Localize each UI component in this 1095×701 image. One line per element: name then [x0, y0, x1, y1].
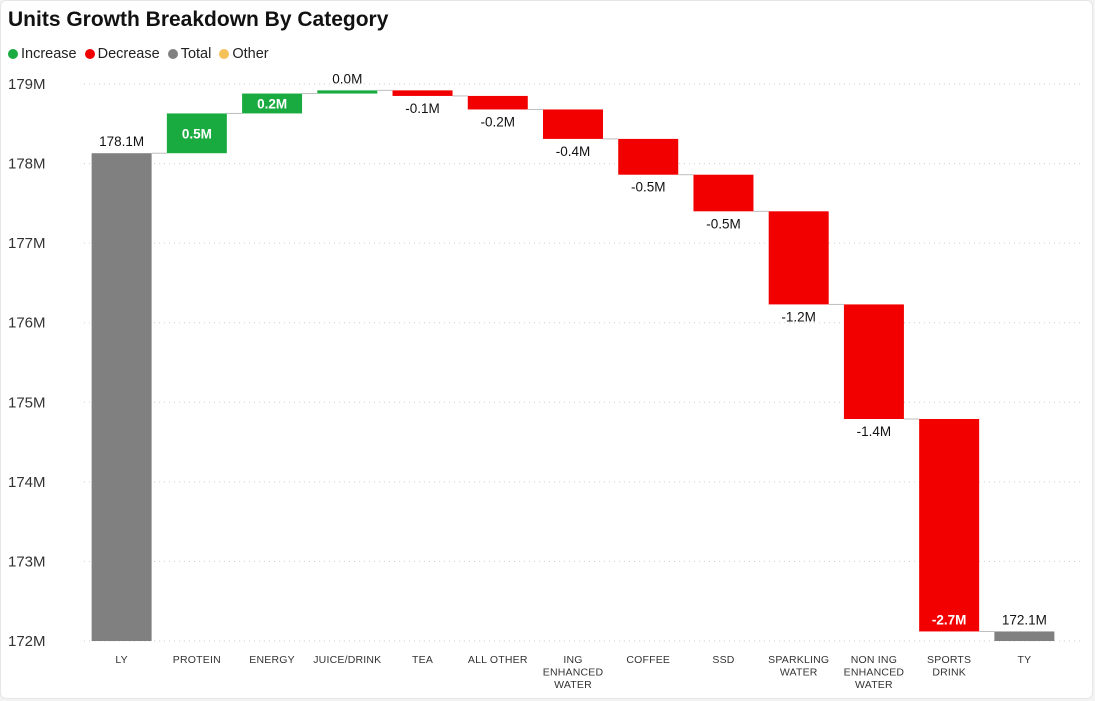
legend-item-other[interactable]: Other	[219, 46, 269, 62]
x-category-label-juice-drink: JUICE/DRINK	[313, 654, 381, 666]
data-label-energy: 0.2M	[257, 96, 287, 111]
x-category-label-coffee: COFFEE	[626, 654, 670, 666]
y-tick-label: 175M	[8, 394, 46, 411]
data-label-ly: 178.1M	[99, 134, 144, 149]
data-label-ssd: -0.5M	[706, 216, 741, 231]
legend-total-label: Total	[180, 46, 212, 62]
data-label-protein: 0.5M	[182, 126, 212, 141]
legend-increase-dot	[8, 49, 18, 59]
legend-other-label: Other	[232, 46, 269, 62]
legend-item-increase[interactable]: Increase	[8, 46, 77, 62]
y-tick-label: 178M	[8, 156, 46, 173]
y-tick-label: 177M	[8, 235, 46, 252]
legend-item-decrease[interactable]: Decrease	[84, 46, 160, 62]
data-label-all-other: -0.2M	[481, 114, 516, 129]
x-category-label-ly: LY	[115, 654, 127, 666]
x-category-label-ssd: SSD	[712, 654, 734, 666]
y-tick-label: 174M	[8, 474, 46, 491]
bar-ty	[994, 631, 1055, 641]
bar-protein	[166, 113, 227, 154]
x-category-label-sparkling-water: SPARKLING WATER	[768, 654, 829, 679]
legend-other-dot	[219, 49, 230, 59]
x-category-label-ty: TY	[1017, 654, 1031, 666]
bar-sports-drink	[919, 418, 980, 632]
data-label-sports-drink: -2.7M	[932, 612, 967, 627]
data-label-non-ing-enhanced-water: -1.4M	[857, 424, 892, 439]
data-label-sparkling-water: -1.2M	[781, 309, 816, 324]
x-category-label-non-ing-enhanced-water: NON ING ENHANCED WATER	[844, 654, 905, 691]
bar-all-other	[467, 95, 528, 110]
bar-ing-enhanced-water	[543, 109, 603, 139]
bar-energy	[242, 93, 303, 114]
legend-increase-label: Increase	[21, 46, 77, 62]
x-category-label-energy: ENERGY	[249, 654, 295, 666]
bar-ly	[91, 153, 152, 641]
y-tick-label: 172M	[8, 633, 46, 650]
legend-decrease-label: Decrease	[97, 46, 160, 62]
x-category-label-protein: PROTEIN	[173, 654, 221, 666]
legend-total-dot	[167, 49, 178, 59]
bar-juice-drink	[317, 90, 378, 94]
legend: Increase Decrease Total Other	[8, 46, 269, 62]
bar-non-ing-enhanced-water	[843, 304, 904, 419]
x-category-label-sports-drink: SPORTS DRINK	[927, 654, 971, 679]
bar-ssd	[693, 174, 754, 212]
x-category-label-tea: TEA	[412, 654, 433, 666]
y-tick-label: 176M	[8, 315, 46, 332]
data-label-ty: 172.1M	[1002, 612, 1047, 627]
bar-tea	[392, 90, 453, 96]
bar-sparkling-water	[768, 211, 829, 305]
legend-item-total[interactable]: Total	[167, 46, 212, 62]
chart-title: Units Growth Breakdown By Category	[8, 8, 389, 31]
y-tick-label: 173M	[8, 553, 46, 570]
data-label-tea: -0.1M	[405, 101, 440, 116]
data-label-ing-enhanced-water: -0.4M	[556, 144, 591, 159]
data-label-coffee: -0.5M	[631, 180, 666, 195]
x-category-label-all-other: ALL OTHER	[468, 654, 528, 666]
bar-coffee	[618, 138, 679, 175]
data-label-juice-drink: 0.0M	[332, 71, 362, 86]
y-tick-label: 179M	[8, 76, 46, 93]
legend-decrease-dot	[84, 49, 95, 59]
x-category-label-ing-enhanced-water: ING ENHANCED WATER	[543, 654, 604, 691]
